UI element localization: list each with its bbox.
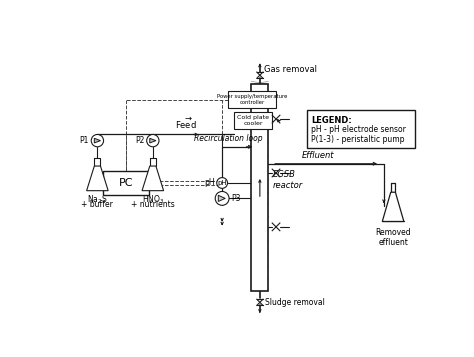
Polygon shape	[383, 192, 404, 221]
Text: HNO$_3$: HNO$_3$	[142, 194, 164, 206]
Text: P(1-3) - peristaltic pump: P(1-3) - peristaltic pump	[311, 135, 405, 144]
Text: EGSB
reactor: EGSB reactor	[273, 170, 303, 190]
Polygon shape	[94, 138, 100, 143]
Text: Power supply/temperature
controller: Power supply/temperature controller	[217, 94, 287, 105]
Circle shape	[91, 135, 103, 147]
Text: pH: pH	[204, 178, 214, 187]
Text: Na$_2$S: Na$_2$S	[87, 194, 108, 206]
Bar	[234, 112, 272, 129]
Polygon shape	[219, 195, 225, 201]
Text: Recirculation loop: Recirculation loop	[194, 134, 263, 143]
Text: P2: P2	[135, 136, 145, 145]
Polygon shape	[142, 166, 164, 191]
Text: P3: P3	[231, 194, 241, 203]
Text: PC: PC	[118, 178, 133, 188]
Text: Cold plate
cooler: Cold plate cooler	[237, 115, 269, 126]
Circle shape	[146, 135, 159, 147]
Text: Gas removal: Gas removal	[264, 65, 317, 74]
Text: Effluent: Effluent	[302, 151, 335, 160]
Text: Sludge removal: Sludge removal	[265, 298, 325, 307]
Polygon shape	[150, 138, 156, 143]
Text: Removed
effluent: Removed effluent	[375, 228, 411, 247]
Text: pH - pH electrode sensor: pH - pH electrode sensor	[311, 125, 406, 134]
Text: $\overrightarrow{\mathrm{Feed}}$: $\overrightarrow{\mathrm{Feed}}$	[175, 116, 197, 131]
Circle shape	[217, 177, 228, 188]
Polygon shape	[87, 166, 108, 191]
Bar	[251, 84, 268, 291]
Circle shape	[215, 191, 229, 205]
Text: LEGEND:: LEGEND:	[311, 116, 352, 125]
Bar	[228, 91, 276, 108]
Text: pH: pH	[217, 180, 227, 186]
Bar	[307, 110, 415, 148]
Text: + nutrients: + nutrients	[131, 200, 175, 209]
Text: P1: P1	[80, 136, 89, 145]
Bar	[103, 171, 149, 195]
Text: + buffer: + buffer	[82, 200, 113, 209]
